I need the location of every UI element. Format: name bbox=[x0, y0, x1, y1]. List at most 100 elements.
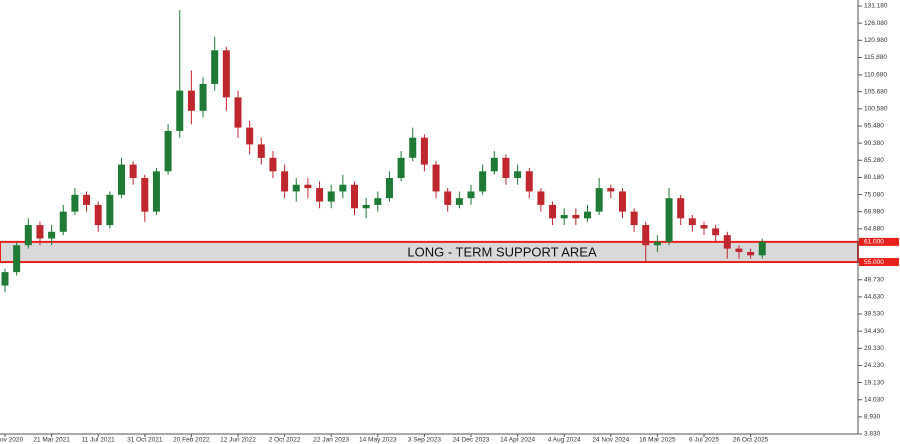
candle-body bbox=[549, 204, 557, 219]
x-tick-label: 21 Mar 2021 bbox=[33, 437, 70, 444]
candle-body bbox=[292, 184, 300, 192]
y-tick-label: 95.480 bbox=[864, 123, 884, 130]
x-tick-label: 24 Dec 2023 bbox=[453, 437, 490, 444]
x-tick-label: ov 2020 bbox=[0, 437, 24, 444]
support-zone-group: LONG - TERM SUPPORT AREA bbox=[0, 240, 859, 264]
candle-body bbox=[118, 164, 125, 195]
y-tick-label: 24.230 bbox=[864, 362, 884, 369]
candle-body bbox=[630, 211, 638, 226]
x-tick-label: 16 Mar 2025 bbox=[639, 437, 676, 444]
candle-body bbox=[304, 184, 312, 189]
candle-body bbox=[584, 211, 591, 219]
y-tick-label: 44.630 bbox=[864, 294, 884, 301]
y-tick-label: 14.030 bbox=[864, 396, 884, 403]
candle-body bbox=[607, 188, 615, 192]
candle-body bbox=[164, 130, 172, 172]
x-tick-label: 26 Oct 2025 bbox=[733, 437, 769, 444]
candle-body bbox=[712, 228, 720, 236]
x-tick-label: 2 Oct 2022 bbox=[269, 437, 301, 444]
candle-body bbox=[269, 157, 277, 172]
candle-body bbox=[688, 218, 696, 226]
price-tag-label: 61.000 bbox=[864, 239, 884, 246]
candle-body bbox=[211, 50, 219, 84]
candle-body bbox=[199, 83, 207, 111]
candle-body bbox=[723, 235, 731, 249]
y-tick-label: 64.880 bbox=[864, 226, 884, 233]
x-tick-label: 24 Nov 2024 bbox=[592, 437, 629, 444]
x-tick-label: 14 May 2023 bbox=[359, 437, 397, 444]
y-tick-label: 34.430 bbox=[864, 328, 884, 335]
candle-body bbox=[281, 171, 289, 192]
candle-body bbox=[490, 157, 498, 172]
y-tick-label: 90.380 bbox=[864, 140, 884, 147]
candle-body bbox=[94, 204, 102, 226]
candle-body bbox=[176, 90, 184, 131]
axis-ticks: 131.180 126.080 120.980 115.880 110.680 105.6… bbox=[0, 3, 899, 444]
y-tick-label: 8.930 bbox=[864, 414, 881, 421]
y-tick-label: 75.080 bbox=[864, 191, 884, 198]
candle-body bbox=[152, 171, 160, 212]
y-tick-label: 100.580 bbox=[864, 106, 888, 113]
x-tick-label: 11 Jul 2021 bbox=[82, 437, 116, 444]
candle-body bbox=[71, 194, 79, 212]
price-tag bbox=[859, 237, 899, 246]
support-zone-label: LONG - TERM SUPPORT AREA bbox=[407, 244, 597, 259]
y-tick-label: 120.980 bbox=[864, 37, 888, 44]
candle-body bbox=[758, 241, 766, 256]
candle-body bbox=[653, 241, 661, 246]
x-tick-label: 3 Sep 2023 bbox=[408, 437, 442, 444]
x-tick-label: 6 Jul 2025 bbox=[689, 437, 719, 444]
candle-body bbox=[327, 191, 335, 202]
candle-body bbox=[700, 225, 708, 229]
candle-body bbox=[234, 97, 242, 128]
candle-body bbox=[385, 178, 393, 199]
candle-body bbox=[677, 198, 685, 219]
price-tag bbox=[859, 258, 899, 267]
candle-body bbox=[537, 191, 545, 205]
y-tick-label: 131.180 bbox=[864, 3, 888, 10]
x-tick-label: 4 Aug 2024 bbox=[548, 437, 581, 444]
candle-body bbox=[747, 251, 755, 256]
candle-body bbox=[222, 50, 230, 98]
candle-body bbox=[1, 272, 9, 286]
candle-body bbox=[13, 245, 21, 273]
candle-body bbox=[129, 164, 137, 179]
candle-body bbox=[618, 191, 626, 212]
candle-body bbox=[187, 90, 195, 111]
candle-body bbox=[514, 171, 522, 179]
y-tick-label: 69.980 bbox=[864, 208, 884, 215]
candle-body bbox=[502, 157, 510, 179]
y-tick-label: 105.680 bbox=[864, 88, 888, 95]
candle-body bbox=[409, 137, 417, 158]
y-tick-label: 29.330 bbox=[864, 345, 884, 352]
candle-body bbox=[59, 211, 67, 232]
x-tick-label: 14 Apr 2024 bbox=[500, 437, 535, 444]
candle-body bbox=[595, 188, 603, 212]
candle-body bbox=[362, 204, 370, 209]
y-tick-label: 110.680 bbox=[864, 72, 887, 79]
candle-body bbox=[444, 191, 452, 205]
x-tick-label: 12 Jun 2022 bbox=[220, 437, 256, 444]
candle-body bbox=[24, 225, 32, 246]
y-tick-label: 85.280 bbox=[864, 157, 884, 164]
candle-body bbox=[316, 188, 324, 202]
candle-body bbox=[83, 194, 91, 205]
candle-body bbox=[397, 157, 405, 179]
y-tick-label: 3.830 bbox=[864, 431, 881, 438]
candle-body bbox=[560, 214, 568, 219]
candle-body bbox=[735, 248, 743, 252]
candles bbox=[1, 9, 766, 293]
price-tag-label: 55.000 bbox=[864, 259, 884, 266]
y-tick-label: 39.530 bbox=[864, 311, 884, 318]
candle-body bbox=[432, 164, 440, 192]
candle-body bbox=[374, 198, 382, 205]
candle-body bbox=[246, 127, 254, 145]
candle-body bbox=[665, 198, 673, 242]
candle-body bbox=[572, 214, 580, 219]
candle-body bbox=[420, 137, 428, 165]
candle-body bbox=[48, 231, 56, 239]
y-tick-label: 49.730 bbox=[864, 276, 884, 283]
y-tick-label: 126.080 bbox=[864, 20, 888, 27]
